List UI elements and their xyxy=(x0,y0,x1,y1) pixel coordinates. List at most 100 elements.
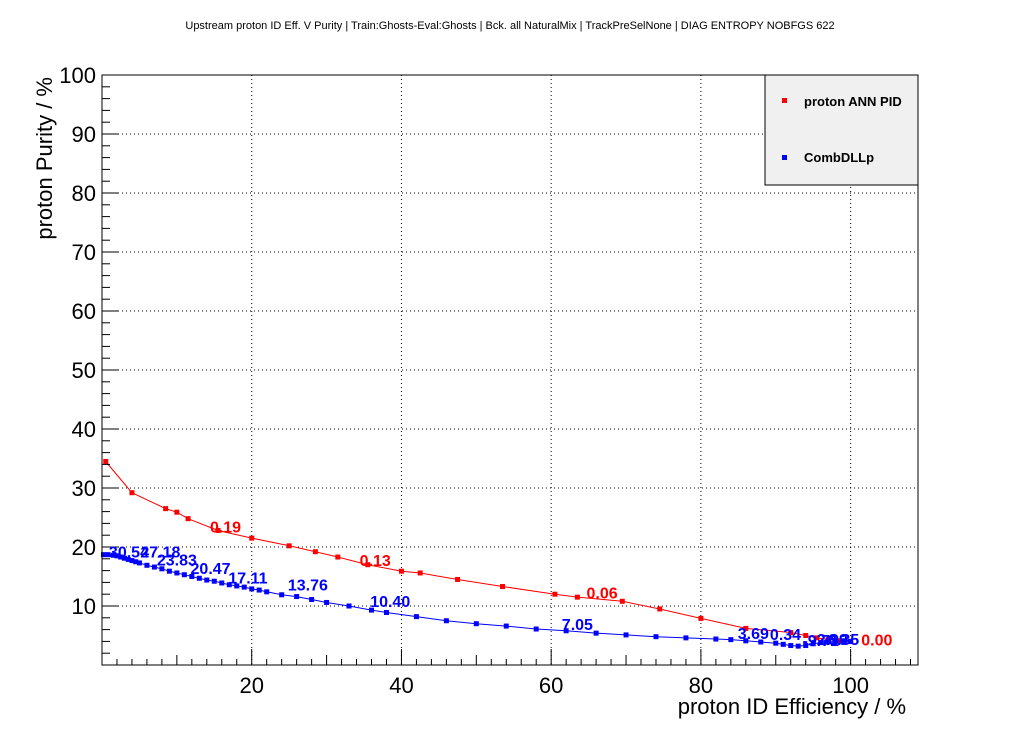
data-point xyxy=(788,630,794,636)
y-tick-label: 100 xyxy=(59,63,96,88)
data-point xyxy=(803,643,809,649)
data-point xyxy=(369,607,375,613)
data-point xyxy=(234,583,240,589)
data-label: 13.76 xyxy=(288,578,328,595)
y-tick-label: 90 xyxy=(72,122,96,147)
legend-box xyxy=(764,74,919,186)
data-point xyxy=(189,574,195,579)
legend: proton ANN PID CombDLLp xyxy=(764,74,919,186)
data-label: -9.71 xyxy=(802,633,839,650)
data-point xyxy=(226,582,232,588)
y-tick-label: 30 xyxy=(72,476,96,501)
data-label: 0.13 xyxy=(360,553,391,570)
data-point xyxy=(312,549,318,555)
data-point xyxy=(698,615,704,621)
data-point xyxy=(500,584,506,590)
plot-series xyxy=(100,458,854,649)
data-label: 0.00 xyxy=(861,633,892,650)
data-point xyxy=(105,552,111,558)
data-point xyxy=(619,598,625,604)
data-point xyxy=(166,568,172,574)
y-tick-label: 10 xyxy=(72,594,96,619)
y-axis-title: proton Purity / % xyxy=(32,77,57,240)
data-point xyxy=(533,626,539,632)
data-point xyxy=(413,614,419,620)
data-point xyxy=(810,641,816,647)
data-point xyxy=(256,587,262,593)
data-point xyxy=(129,558,135,564)
data-point xyxy=(103,458,109,464)
data-label: 20.47 xyxy=(191,561,231,578)
data-labels: 0.19 0.13 0.06 0.00 30.5427.1823.8320.4717.1… xyxy=(109,519,893,650)
data-point xyxy=(204,577,210,583)
data-point xyxy=(443,618,449,624)
data-point xyxy=(241,584,247,590)
y-tick-label: 70 xyxy=(72,240,96,265)
data-point xyxy=(563,628,569,634)
data-point xyxy=(803,633,809,638)
data-point xyxy=(455,576,461,582)
data-point xyxy=(324,599,330,605)
data-point xyxy=(398,568,404,574)
data-point xyxy=(133,559,139,565)
x-tick-label: 60 xyxy=(539,673,563,698)
data-point xyxy=(346,603,352,609)
data-label: 0.06 xyxy=(587,585,618,602)
data-point xyxy=(657,606,663,612)
data-label: 17.11 xyxy=(228,571,267,588)
data-point xyxy=(574,594,580,600)
data-point xyxy=(335,554,341,560)
data-point xyxy=(249,586,255,592)
data-label: -6.35 xyxy=(823,632,860,649)
data-point xyxy=(129,490,135,496)
data-point xyxy=(593,630,599,636)
data-point xyxy=(249,535,255,541)
data-point xyxy=(503,623,509,629)
data-label: 0.19 xyxy=(210,519,241,536)
data-point xyxy=(653,634,659,640)
x-tick-label: 20 xyxy=(239,673,263,698)
data-point xyxy=(174,509,180,515)
data-point xyxy=(294,594,300,600)
data-label: 3.69 xyxy=(738,626,769,643)
data-point xyxy=(114,553,120,559)
y-tick-label: 20 xyxy=(72,535,96,560)
y-tick-label: 50 xyxy=(72,358,96,383)
data-point xyxy=(825,639,831,645)
data-point xyxy=(683,635,689,641)
data-point xyxy=(840,638,846,644)
data-point xyxy=(286,543,292,549)
data-point xyxy=(219,580,225,586)
legend-marker-dll xyxy=(782,155,787,160)
x-tick-label: 40 xyxy=(389,673,413,698)
data-point xyxy=(211,578,217,584)
data-point xyxy=(788,643,794,649)
data-point xyxy=(196,575,202,581)
data-point xyxy=(758,639,764,645)
data-point xyxy=(795,643,801,649)
data-point xyxy=(623,632,629,638)
y-tick-label: 40 xyxy=(72,417,96,442)
data-point xyxy=(151,564,157,570)
data-point xyxy=(365,562,371,568)
data-label: -2.99 xyxy=(811,632,848,649)
data-point xyxy=(181,572,187,578)
legend-label-dll: CombDLLp xyxy=(804,150,874,165)
data-label: 10.40 xyxy=(370,594,410,611)
data-point xyxy=(818,640,824,646)
legend-marker-ann xyxy=(782,98,787,103)
data-point xyxy=(473,621,479,627)
data-point xyxy=(309,597,315,603)
y-tick-label: 80 xyxy=(72,181,96,206)
x-tick-label: 80 xyxy=(689,673,713,698)
data-point xyxy=(144,562,150,568)
data-point xyxy=(136,560,142,566)
data-point xyxy=(159,566,165,572)
axes: 20 40 60 80 100 10 20 30 40 50 60 70 80 90 100 xyxy=(59,63,912,698)
data-point xyxy=(728,637,734,643)
data-point xyxy=(743,638,749,644)
data-point xyxy=(163,506,169,512)
data-point xyxy=(552,591,558,597)
data-label: 27.18 xyxy=(140,545,180,562)
